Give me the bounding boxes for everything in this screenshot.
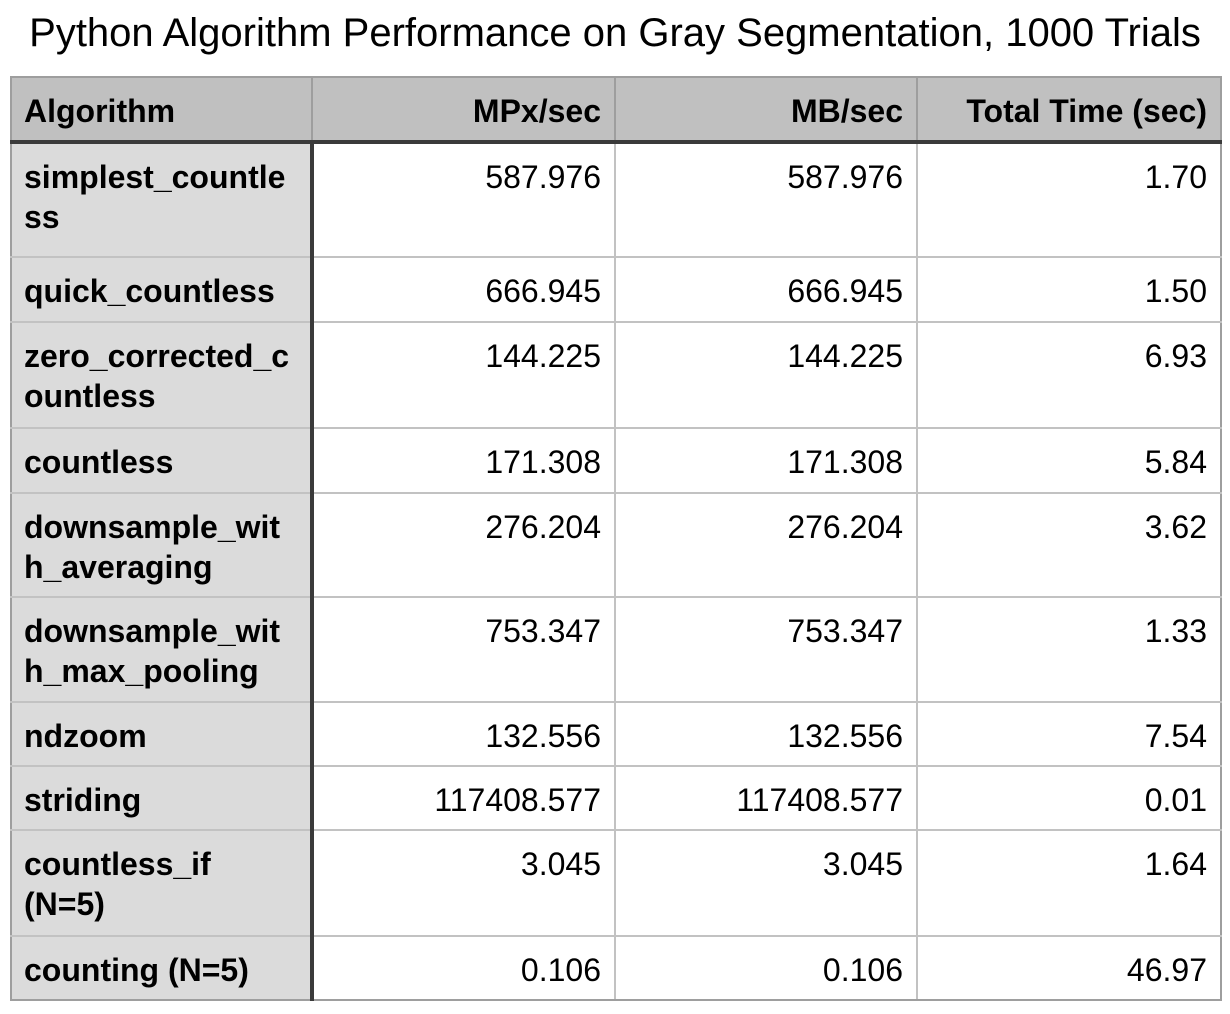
column-header-total-time: Total Time (sec) <box>916 76 1222 144</box>
table-row: downsample_with_averaging 276.204 276.20… <box>10 492 1222 598</box>
algorithm-cell: simplest_countless <box>10 141 314 258</box>
mb-cell: 753.347 <box>614 596 918 703</box>
total-time-cell: 6.93 <box>916 321 1222 429</box>
page-title: Python Algorithm Performance on Gray Seg… <box>29 11 1201 55</box>
table-row: downsample_with_max_pooling 753.347 753.… <box>10 596 1222 703</box>
mb-cell: 587.976 <box>614 141 918 258</box>
column-header-algorithm: Algorithm <box>10 76 313 144</box>
mpx-cell: 117408.577 <box>311 765 616 831</box>
mpx-cell: 753.347 <box>311 596 616 703</box>
total-time-cell: 1.64 <box>916 829 1222 937</box>
mpx-cell: 132.556 <box>311 701 616 767</box>
algorithm-cell: downsample_with_max_pooling <box>10 596 314 703</box>
mb-cell: 666.945 <box>614 256 918 323</box>
mb-cell: 3.045 <box>614 829 918 937</box>
total-time-cell: 7.54 <box>916 701 1222 767</box>
algorithm-cell: downsample_with_averaging <box>10 492 314 598</box>
performance-table: Algorithm MPx/sec MB/sec Total Time (sec… <box>10 76 1222 1001</box>
column-header-mb-per-sec: MB/sec <box>614 76 918 144</box>
mpx-cell: 666.945 <box>311 256 616 323</box>
table-row: countless 171.308 171.308 5.84 <box>10 427 1222 494</box>
column-header-mpx-per-sec: MPx/sec <box>311 76 616 144</box>
algorithm-cell: countless <box>10 427 314 494</box>
mb-cell: 117408.577 <box>614 765 918 831</box>
total-time-cell: 1.50 <box>916 256 1222 323</box>
table-row: countless_if (N=5) 3.045 3.045 1.64 <box>10 829 1222 937</box>
total-time-cell: 1.70 <box>916 141 1222 258</box>
mpx-cell: 587.976 <box>311 141 616 258</box>
table-row: ndzoom 132.556 132.556 7.54 <box>10 701 1222 767</box>
algorithm-cell: counting (N=5) <box>10 935 314 1001</box>
total-time-cell: 3.62 <box>916 492 1222 598</box>
table-row: zero_corrected_countless 144.225 144.225… <box>10 321 1222 429</box>
mb-cell: 132.556 <box>614 701 918 767</box>
table-row: striding 117408.577 117408.577 0.01 <box>10 765 1222 831</box>
header-row: Algorithm MPx/sec MB/sec Total Time (sec… <box>10 76 1222 144</box>
mpx-cell: 144.225 <box>311 321 616 429</box>
mpx-cell: 171.308 <box>311 427 616 494</box>
total-time-cell: 5.84 <box>916 427 1222 494</box>
total-time-cell: 0.01 <box>916 765 1222 831</box>
table-row: counting (N=5) 0.106 0.106 46.97 <box>10 935 1222 1001</box>
algorithm-cell: quick_countless <box>10 256 314 323</box>
algorithm-cell: striding <box>10 765 314 831</box>
mpx-cell: 3.045 <box>311 829 616 937</box>
total-time-cell: 46.97 <box>916 935 1222 1001</box>
total-time-cell: 1.33 <box>916 596 1222 703</box>
algorithm-cell: ndzoom <box>10 701 314 767</box>
mpx-cell: 276.204 <box>311 492 616 598</box>
table-row: simplest_countless 587.976 587.976 1.70 <box>10 141 1222 258</box>
mb-cell: 276.204 <box>614 492 918 598</box>
mb-cell: 171.308 <box>614 427 918 494</box>
mb-cell: 144.225 <box>614 321 918 429</box>
algorithm-cell: zero_corrected_countless <box>10 321 314 429</box>
algorithm-cell: countless_if (N=5) <box>10 829 314 937</box>
mpx-cell: 0.106 <box>311 935 616 1001</box>
table-row: quick_countless 666.945 666.945 1.50 <box>10 256 1222 323</box>
mb-cell: 0.106 <box>614 935 918 1001</box>
